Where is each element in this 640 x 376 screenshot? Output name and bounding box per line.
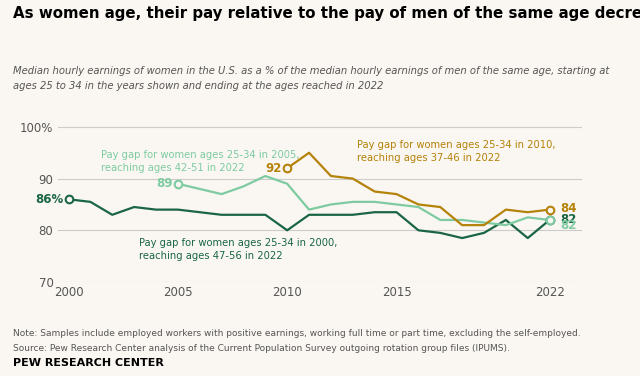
Text: 84: 84 [561,202,577,215]
Text: Note: Samples include employed workers with positive earnings, working full time: Note: Samples include employed workers w… [13,329,580,338]
Text: Pay gap for women ages 25-34 in 2010,
reaching ages 37-46 in 2022: Pay gap for women ages 25-34 in 2010, re… [357,140,556,163]
Text: Source: Pew Research Center analysis of the Current Population Survey outgoing r: Source: Pew Research Center analysis of … [13,344,509,353]
Text: 89: 89 [156,177,172,190]
Text: As women age, their pay relative to the pay of men of the same age decreases: As women age, their pay relative to the … [13,6,640,21]
Text: 82: 82 [561,214,577,226]
Text: Pay gap for women ages 25-34 in 2005,
reaching ages 42-51 in 2022: Pay gap for women ages 25-34 in 2005, re… [101,150,300,173]
Text: 86%: 86% [35,193,63,206]
Text: Median hourly earnings of women in the U.S. as a % of the median hourly earnings: Median hourly earnings of women in the U… [13,66,609,76]
Text: ages 25 to 34 in the years shown and ending at the ages reached in 2022: ages 25 to 34 in the years shown and end… [13,81,383,91]
Text: 82: 82 [561,218,577,232]
Text: PEW RESEARCH CENTER: PEW RESEARCH CENTER [13,358,164,368]
Text: Pay gap for women ages 25-34 in 2000,
reaching ages 47-56 in 2022: Pay gap for women ages 25-34 in 2000, re… [138,238,337,261]
Text: 92: 92 [266,162,282,175]
